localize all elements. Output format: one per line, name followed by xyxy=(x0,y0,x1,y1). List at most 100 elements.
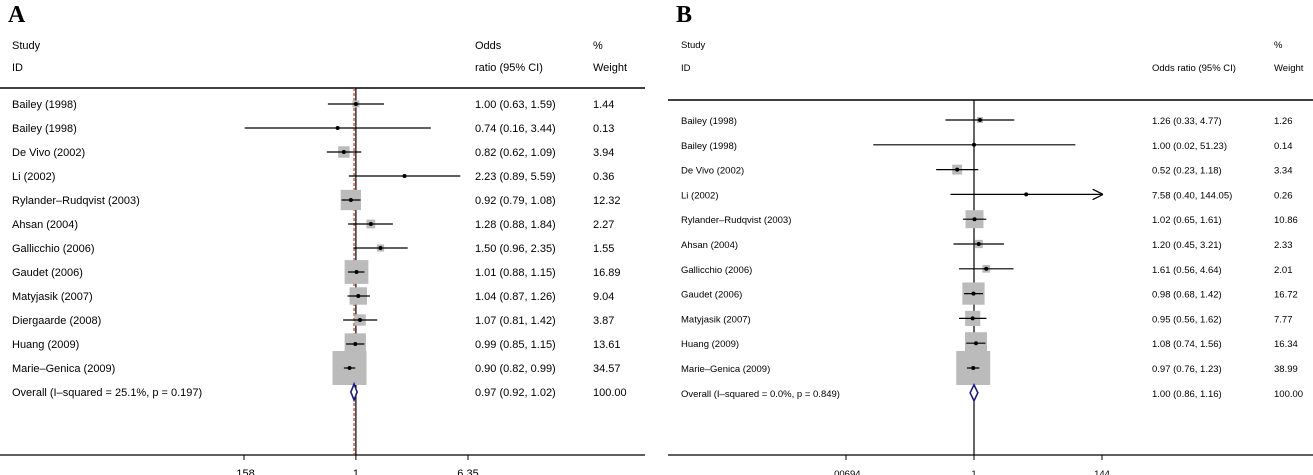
weight-value: 1.26 xyxy=(1274,116,1293,127)
point-estimate xyxy=(955,167,960,172)
or-ci-value: 1.61 (0.56, 4.64) xyxy=(1152,265,1222,276)
weight-value: 1.44 xyxy=(593,99,614,111)
header-study: Study xyxy=(681,40,706,51)
point-estimate xyxy=(1024,192,1029,197)
or-ci-value: 0.99 (0.85, 1.15) xyxy=(475,339,556,351)
header-weight: Weight xyxy=(593,62,628,74)
weight-value: 0.14 xyxy=(1274,141,1293,152)
weight-value: 16.34 xyxy=(1274,339,1298,350)
header-odds: Odds xyxy=(475,40,502,52)
point-estimate xyxy=(970,316,975,321)
point-estimate xyxy=(971,366,976,370)
study-label: Marie–Genica (2009) xyxy=(12,363,115,375)
overall-diamond xyxy=(349,381,358,403)
or-ci-value: 1.00 (0.63, 1.59) xyxy=(475,99,556,111)
point-estimate xyxy=(354,270,359,274)
weight-value: 12.32 xyxy=(593,195,621,207)
weight-value: 7.77 xyxy=(1274,314,1293,325)
header-weight: Weight xyxy=(1274,63,1304,74)
weight-value: 2.27 xyxy=(593,219,614,231)
study-label: Matyjasik (2007) xyxy=(12,291,93,303)
overall-label: Overall (I–squared = 25.1%, p = 0.197) xyxy=(12,387,202,399)
or-ci-value: 2.23 (0.89, 5.59) xyxy=(475,171,556,183)
point-estimate xyxy=(347,366,352,370)
or-ci-value: 0.82 (0.62, 1.09) xyxy=(475,147,556,159)
weight-value: 16.89 xyxy=(593,267,621,279)
study-label: Gallicchio (2006) xyxy=(12,243,95,255)
or-ci-value: 7.58 (0.40, 144.05) xyxy=(1152,190,1232,201)
point-estimate xyxy=(356,294,361,298)
or-ci-value: 0.95 (0.56, 1.62) xyxy=(1152,314,1222,325)
study-label: Rylander–Rudqvist (2003) xyxy=(681,215,791,226)
study-label: Ahsan (2004) xyxy=(12,219,78,231)
weight-value: 16.72 xyxy=(1274,290,1298,301)
panel-label: A xyxy=(8,2,26,28)
overall-weight: 100.00 xyxy=(593,387,627,399)
study-label: Bailey (1998) xyxy=(681,141,737,152)
study-label: Bailey (1998) xyxy=(12,99,77,111)
study-label: De Vivo (2002) xyxy=(12,147,85,159)
or-ci-value: 0.90 (0.82, 0.99) xyxy=(475,363,556,375)
weight-value: 2.33 xyxy=(1274,240,1293,251)
forest-plot-a: A Study ID Odds ratio (95% CI) % Weight … xyxy=(0,0,645,475)
point-estimate xyxy=(335,126,340,130)
weight-value: 3.94 xyxy=(593,147,614,159)
x-tick-label: 6.35 xyxy=(457,468,478,475)
forest-plot-b: B Study ID Odds ratio (95% CI) % Weight … xyxy=(668,0,1313,475)
point-estimate xyxy=(972,217,977,222)
weight-value: 13.61 xyxy=(593,339,621,351)
or-ci-value: 1.20 (0.45, 3.21) xyxy=(1152,240,1222,251)
header-or-ci: ratio (95% CI) xyxy=(475,62,543,74)
point-estimate xyxy=(358,318,363,322)
weight-value: 10.86 xyxy=(1274,215,1298,226)
point-estimate xyxy=(353,102,358,106)
or-ci-value: 1.01 (0.88, 1.15) xyxy=(475,267,556,279)
point-estimate xyxy=(976,242,981,246)
study-label: Huang (2009) xyxy=(681,339,739,350)
study-label: Diergaarde (2008) xyxy=(12,315,101,327)
weight-value: 34.57 xyxy=(593,363,621,375)
point-estimate xyxy=(971,291,976,296)
weight-value: 0.13 xyxy=(593,123,614,135)
weight-value: 2.01 xyxy=(1274,265,1293,276)
study-label: Rylander–Rudqvist (2003) xyxy=(12,195,140,207)
point-estimate xyxy=(977,118,982,122)
forest-plot-a-canvas: Bailey (1998) 1.00 (0.63, 1.59) 1.44 Bailey… xyxy=(0,87,645,475)
or-ci-value: 0.92 (0.79, 1.08) xyxy=(475,195,556,207)
or-ci-value: 1.26 (0.33, 4.77) xyxy=(1152,116,1222,127)
weight-value: 0.26 xyxy=(1274,190,1293,201)
study-label: Li (2002) xyxy=(12,171,55,183)
or-ci-value: 0.97 (0.76, 1.23) xyxy=(1152,364,1222,375)
point-estimate xyxy=(341,150,346,154)
or-ci-value: 1.07 (0.81, 1.42) xyxy=(475,315,556,327)
panel-label: B xyxy=(676,2,693,28)
or-ci-value: 0.98 (0.68, 1.42) xyxy=(1152,290,1222,301)
point-estimate xyxy=(348,198,353,202)
point-estimate xyxy=(973,341,978,346)
overall-diamond xyxy=(969,382,979,403)
or-ci-value: 1.28 (0.88, 1.84) xyxy=(475,219,556,231)
forest-plot-b-canvas: Bailey (1998) 1.26 (0.33, 4.77) 1.26 Bailey… xyxy=(668,99,1313,475)
x-tick-label: .158 xyxy=(233,468,254,475)
study-label: Gaudet (2006) xyxy=(681,290,742,301)
study-label: Bailey (1998) xyxy=(681,116,737,127)
x-tick-label: 1 xyxy=(353,468,359,475)
point-estimate xyxy=(984,266,989,271)
weight-value: 9.04 xyxy=(593,291,614,303)
weight-value: 38.99 xyxy=(1274,364,1298,375)
overall-weight: 100.00 xyxy=(1274,389,1303,400)
x-tick-label: .00694 xyxy=(831,469,860,475)
x-tick-label: 1 xyxy=(971,469,976,475)
study-label: Matyjasik (2007) xyxy=(681,314,751,325)
weight-value: 3.34 xyxy=(1274,166,1293,177)
or-ci-value: 1.50 (0.96, 2.35) xyxy=(475,243,556,255)
study-label: De Vivo (2002) xyxy=(681,166,744,177)
study-label: Huang (2009) xyxy=(12,339,79,351)
header-percent: % xyxy=(593,40,603,52)
x-tick-label: 144 xyxy=(1094,469,1110,475)
overall-label: Overall (I–squared = 0.0%, p = 0.849) xyxy=(681,389,840,400)
point-estimate xyxy=(402,174,407,178)
study-label: Marie–Genica (2009) xyxy=(681,364,770,375)
study-label: Gaudet (2006) xyxy=(12,267,83,279)
point-estimate xyxy=(353,342,358,346)
